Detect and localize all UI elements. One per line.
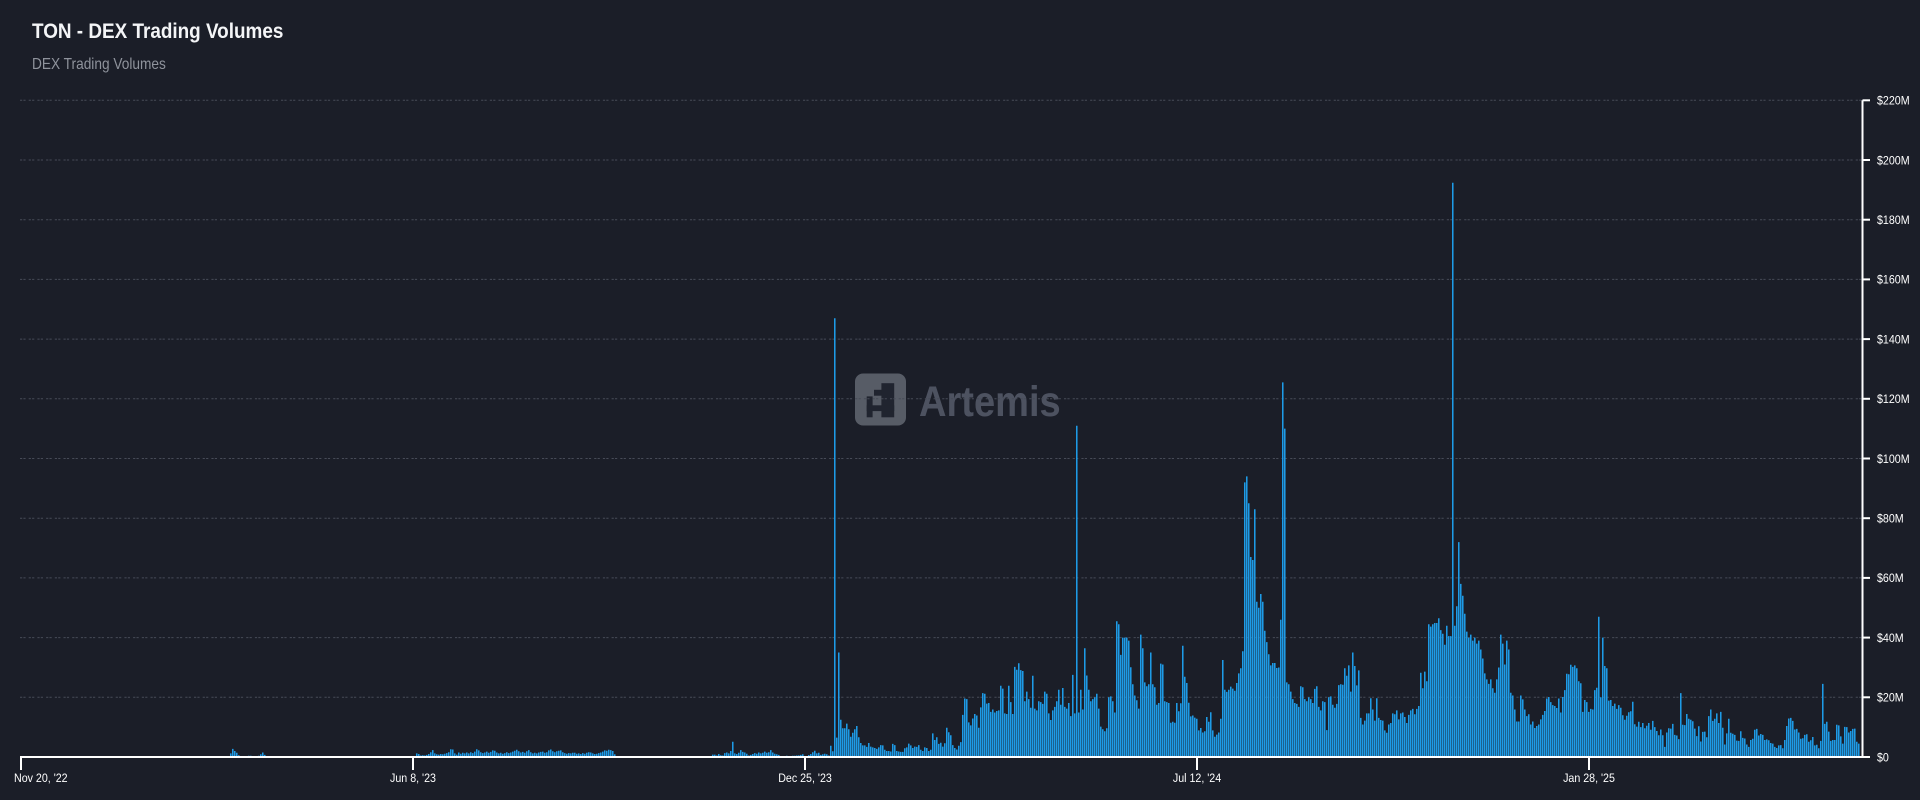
svg-text:$100M: $100M	[1877, 453, 1910, 466]
svg-text:Jun 8, '23: Jun 8, '23	[390, 772, 436, 785]
svg-text:Jan 28, '25: Jan 28, '25	[1563, 772, 1615, 785]
svg-text:$160M: $160M	[1877, 274, 1910, 287]
svg-text:$120M: $120M	[1877, 394, 1910, 407]
svg-text:$80M: $80M	[1877, 513, 1904, 526]
svg-text:$220M: $220M	[1877, 95, 1910, 108]
svg-text:$20M: $20M	[1877, 692, 1904, 705]
svg-text:$0: $0	[1877, 752, 1889, 765]
svg-text:$60M: $60M	[1877, 573, 1904, 586]
svg-text:Artemis: Artemis	[919, 377, 1061, 426]
svg-text:$180M: $180M	[1877, 214, 1910, 227]
svg-text:Jul 12, '24: Jul 12, '24	[1173, 772, 1221, 785]
svg-text:$40M: $40M	[1877, 632, 1904, 645]
svg-text:Dec 25, '23: Dec 25, '23	[778, 772, 832, 785]
svg-text:Nov 20, '22: Nov 20, '22	[14, 772, 68, 785]
svg-text:$200M: $200M	[1877, 155, 1910, 168]
svg-text:$140M: $140M	[1877, 334, 1910, 347]
